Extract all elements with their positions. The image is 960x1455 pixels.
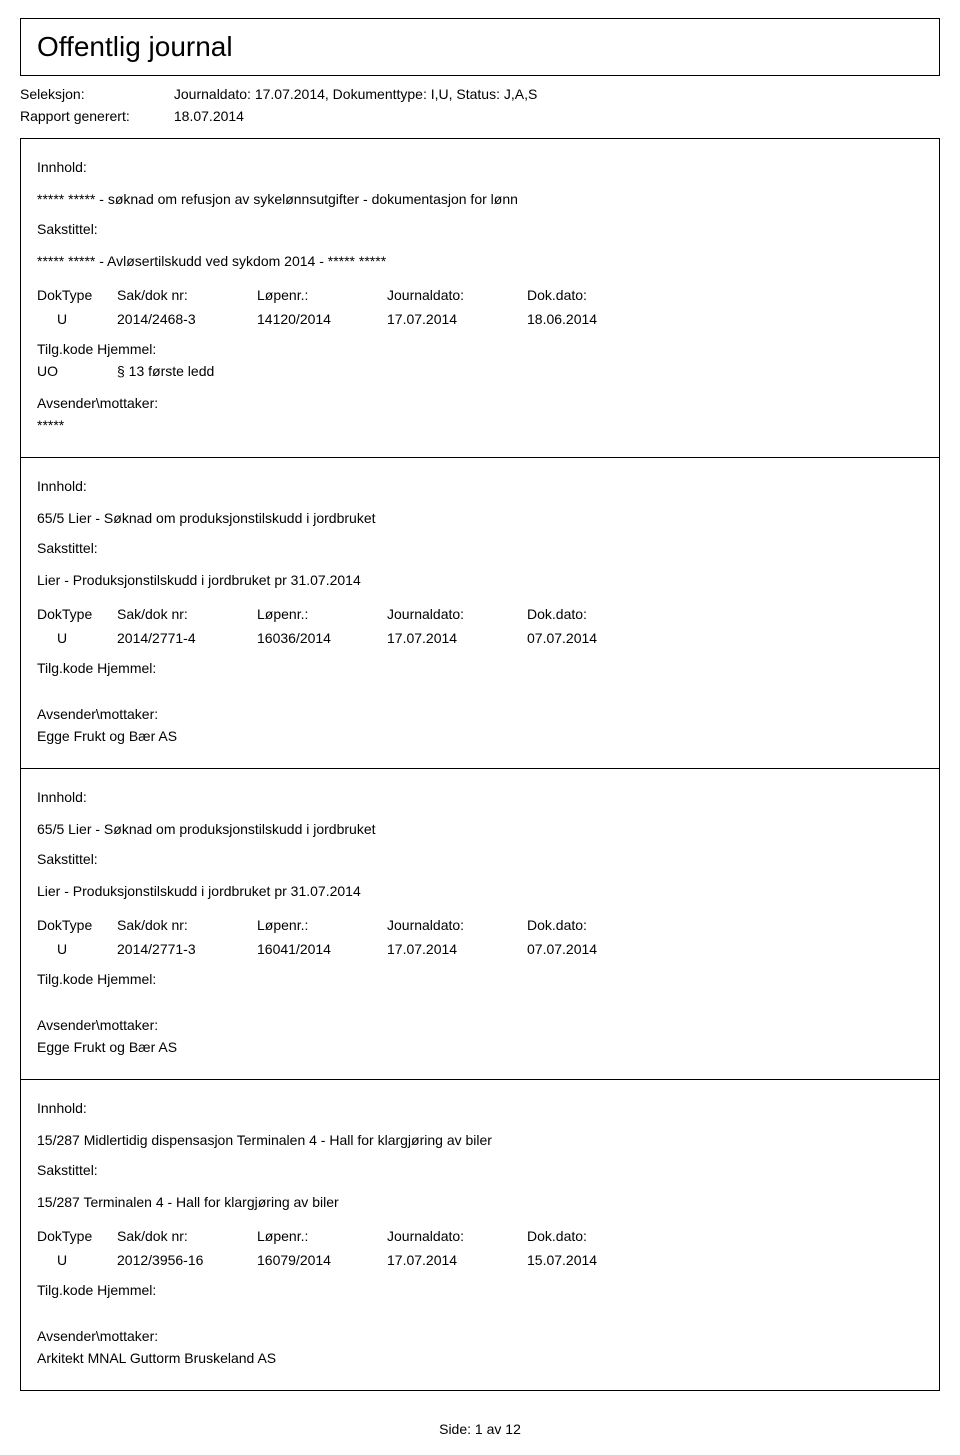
table-row: U 2014/2771-3 16041/2014 17.07.2014 07.0… [37,941,923,957]
innhold-text: 65/5 Lier - Søknad om produksjonstilskud… [37,510,923,526]
title-box: Offentlig journal [20,18,940,76]
sakstittel-text: 15/287 Terminalen 4 - Hall for klargjøri… [37,1194,923,1210]
innhold-label: Innhold: [37,1100,923,1116]
page-title: Offentlig journal [37,31,923,63]
sakdok-value: 2012/3956-16 [117,1252,257,1268]
sakstittel-text: Lier - Produksjonstilskudd i jordbruket … [37,883,923,899]
avsender-value: ***** [37,417,923,433]
journaldato-value: 17.07.2014 [387,941,527,957]
doktype-value: U [37,1252,117,1268]
table-row: U 2014/2771-4 16036/2014 17.07.2014 07.0… [37,630,923,646]
avsender-label: Avsender\mottaker: [37,1328,923,1344]
table-row: U 2014/2468-3 14120/2014 17.07.2014 18.0… [37,311,923,327]
tilgkode-code: UO [37,363,117,379]
table-header: DokType Sak/dok nr: Løpenr.: Journaldato… [37,606,923,622]
col-sakdok-header: Sak/dok nr: [117,1228,257,1244]
journaldato-value: 17.07.2014 [387,1252,527,1268]
col-doktype-header: DokType [37,1228,117,1244]
sakstittel-label: Sakstittel: [37,1162,923,1178]
side-label: Side: [439,1421,471,1437]
col-sakdok-header: Sak/dok nr: [117,606,257,622]
page-footer: Side: 1 av 12 [20,1421,940,1437]
rapport-value: 18.07.2014 [174,108,244,124]
sakdok-value: 2014/2771-3 [117,941,257,957]
entries-box: Innhold: ***** ***** - søknad om refusjo… [20,138,940,1391]
lopenr-value: 16036/2014 [257,630,387,646]
dokdato-value: 15.07.2014 [527,1252,667,1268]
col-journaldato-header: Journaldato: [387,1228,527,1244]
sakdok-value: 2014/2771-4 [117,630,257,646]
innhold-label: Innhold: [37,478,923,494]
sakstittel-text: Lier - Produksjonstilskudd i jordbruket … [37,572,923,588]
col-dokdato-header: Dok.dato: [527,606,667,622]
rapport-row: Rapport generert: 18.07.2014 [20,108,940,124]
table-header: DokType Sak/dok nr: Løpenr.: Journaldato… [37,287,923,303]
journaldato-value: 17.07.2014 [387,630,527,646]
col-doktype-header: DokType [37,917,117,933]
av-label: av [487,1421,502,1437]
col-lopenr-header: Løpenr.: [257,917,387,933]
lopenr-value: 16041/2014 [257,941,387,957]
seleksjon-row: Seleksjon: Journaldato: 17.07.2014, Doku… [20,86,940,102]
seleksjon-value: Journaldato: 17.07.2014, Dokumenttype: I… [174,86,537,102]
col-journaldato-header: Journaldato: [387,287,527,303]
tilgkode-label: Tilg.kode Hjemmel: [37,971,923,987]
col-dokdato-header: Dok.dato: [527,1228,667,1244]
avsender-label: Avsender\mottaker: [37,706,923,722]
page-number: 1 [475,1421,483,1437]
journal-entry: Innhold: 65/5 Lier - Søknad om produksjo… [21,458,939,768]
col-doktype-header: DokType [37,287,117,303]
avsender-value: Egge Frukt og Bær AS [37,1039,923,1055]
col-lopenr-header: Løpenr.: [257,287,387,303]
lopenr-value: 16079/2014 [257,1252,387,1268]
rapport-label: Rapport generert: [20,108,170,124]
avsender-label: Avsender\mottaker: [37,395,923,411]
col-sakdok-header: Sak/dok nr: [117,287,257,303]
sakstittel-label: Sakstittel: [37,851,923,867]
col-journaldato-header: Journaldato: [387,606,527,622]
lopenr-value: 14120/2014 [257,311,387,327]
col-sakdok-header: Sak/dok nr: [117,917,257,933]
tilgkode-label: Tilg.kode Hjemmel: [37,1282,923,1298]
tilgkode-hjemmel: § 13 første ledd [117,363,214,379]
sakdok-value: 2014/2468-3 [117,311,257,327]
dokdato-value: 18.06.2014 [527,311,667,327]
col-lopenr-header: Løpenr.: [257,606,387,622]
doktype-value: U [37,311,117,327]
avsender-value: Arkitekt MNAL Guttorm Bruskeland AS [37,1350,923,1366]
innhold-label: Innhold: [37,789,923,805]
doktype-value: U [37,630,117,646]
innhold-text: ***** ***** - søknad om refusjon av syke… [37,191,923,207]
tilgkode-row: UO § 13 første ledd [37,363,923,379]
total-pages: 12 [505,1421,521,1437]
avsender-value: Egge Frukt og Bær AS [37,728,923,744]
seleksjon-label: Seleksjon: [20,86,170,102]
dokdato-value: 07.07.2014 [527,941,667,957]
innhold-text: 15/287 Midlertidig dispensasjon Terminal… [37,1132,923,1148]
journal-entry: Innhold: 15/287 Midlertidig dispensasjon… [21,1080,939,1390]
sakstittel-label: Sakstittel: [37,540,923,556]
doktype-value: U [37,941,117,957]
col-lopenr-header: Løpenr.: [257,1228,387,1244]
innhold-text: 65/5 Lier - Søknad om produksjonstilskud… [37,821,923,837]
journal-entry: Innhold: 65/5 Lier - Søknad om produksjo… [21,769,939,1079]
table-header: DokType Sak/dok nr: Løpenr.: Journaldato… [37,917,923,933]
col-journaldato-header: Journaldato: [387,917,527,933]
journal-entry: Innhold: ***** ***** - søknad om refusjo… [21,139,939,457]
col-dokdato-header: Dok.dato: [527,287,667,303]
tilgkode-label: Tilg.kode Hjemmel: [37,341,923,357]
innhold-label: Innhold: [37,159,923,175]
tilgkode-label: Tilg.kode Hjemmel: [37,660,923,676]
col-doktype-header: DokType [37,606,117,622]
table-header: DokType Sak/dok nr: Løpenr.: Journaldato… [37,1228,923,1244]
dokdato-value: 07.07.2014 [527,630,667,646]
sakstittel-text: ***** ***** - Avløsertilskudd ved sykdom… [37,253,923,269]
table-row: U 2012/3956-16 16079/2014 17.07.2014 15.… [37,1252,923,1268]
col-dokdato-header: Dok.dato: [527,917,667,933]
journaldato-value: 17.07.2014 [387,311,527,327]
sakstittel-label: Sakstittel: [37,221,923,237]
avsender-label: Avsender\mottaker: [37,1017,923,1033]
